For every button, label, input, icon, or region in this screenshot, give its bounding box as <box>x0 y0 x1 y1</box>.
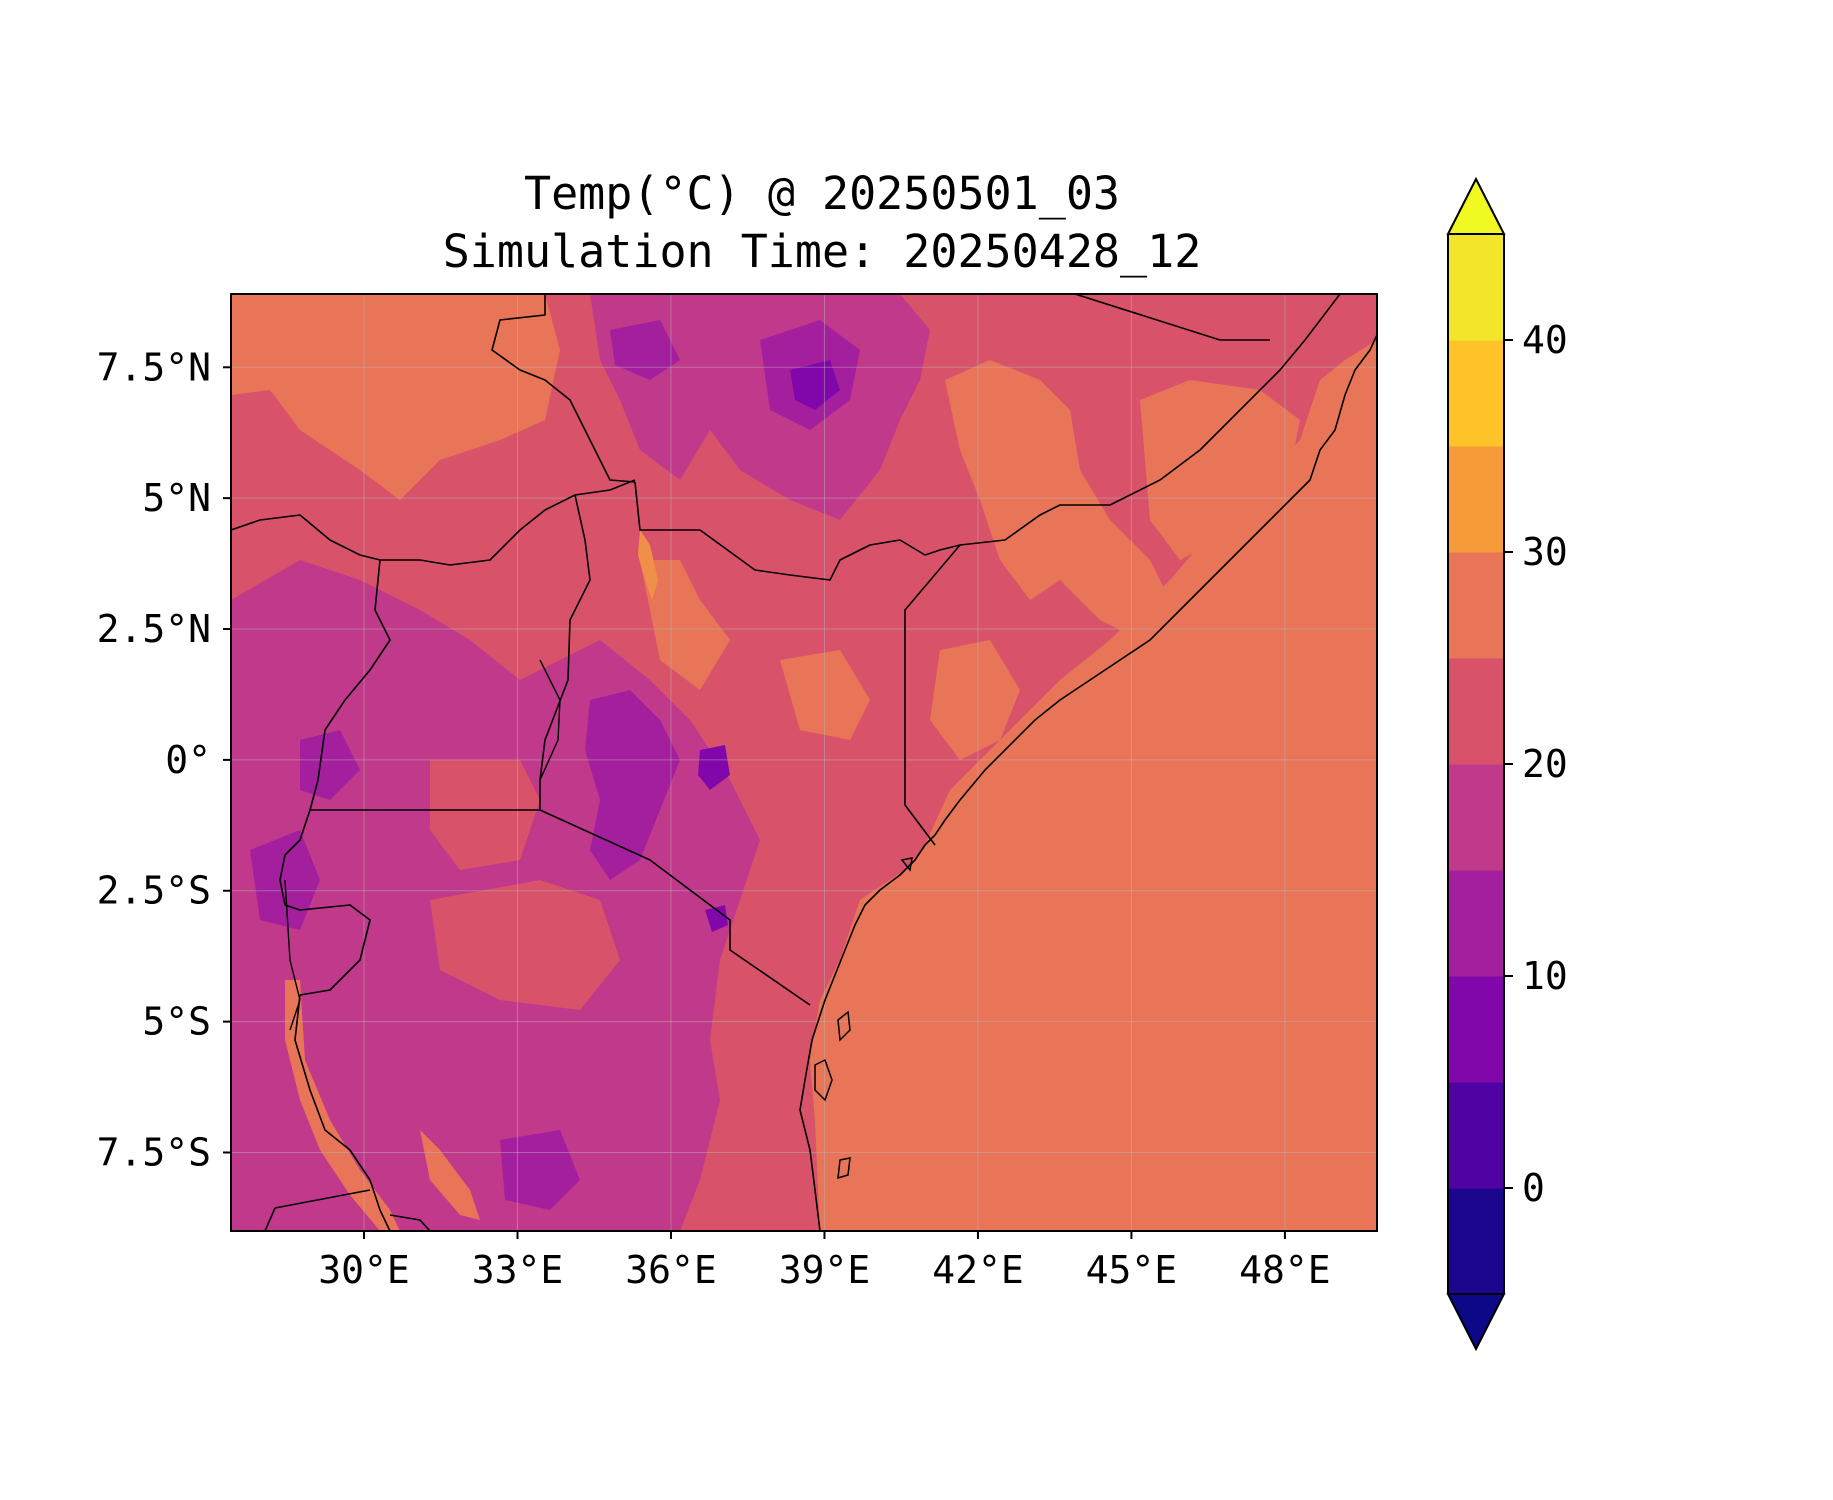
y-axis: 7.5°N 5°N 2.5°N 0° 2.5°S 5°S 7.5°S <box>97 345 231 1174</box>
colorbar-segment <box>1448 658 1504 765</box>
x-tick-label: 42°E <box>932 1248 1024 1292</box>
y-tick-label: 2.5°N <box>97 607 211 651</box>
colorbar-tick-label: 30 <box>1522 530 1568 574</box>
temp-zone-southern-highlands <box>500 1130 580 1210</box>
border-kenya-somalia <box>904 544 961 846</box>
temp-zone-tsavo <box>780 650 870 740</box>
border-kenya-uganda <box>539 494 591 810</box>
temp-zone-mt-kenya <box>698 745 730 790</box>
colorbar-tick-label: 10 <box>1522 954 1568 998</box>
colorbar-tick-label: 20 <box>1522 742 1568 786</box>
temp-zone-east-somalia <box>1140 380 1300 560</box>
colorbar-segment <box>1448 1082 1504 1189</box>
lake-victoria-outline <box>539 659 561 781</box>
colorbar-segment <box>1448 870 1504 977</box>
x-tick-label: 30°E <box>318 1248 410 1292</box>
lake-tanganyika-outline <box>284 879 301 1031</box>
island-zanzibar <box>814 1058 833 1102</box>
colorbar-segment <box>1448 1188 1504 1295</box>
border-malawi <box>389 1214 431 1231</box>
temp-zone-ogaden <box>945 360 1170 640</box>
colorbar-extend-over <box>1446 176 1506 235</box>
colorbar: 0 10 20 30 40 <box>1446 176 1568 1352</box>
map-title-line1: Temp(°C) @ 20250501_03 <box>524 167 1120 220</box>
x-tick-label: 48°E <box>1239 1248 1331 1292</box>
colorbar-segment <box>1448 446 1504 553</box>
temperature-map <box>231 294 1377 1231</box>
y-tick-label: 2.5°S <box>97 869 211 913</box>
border-south-sudan-ethiopia <box>491 294 636 483</box>
colorbar-extend-under <box>1446 1293 1506 1352</box>
border-drc-tanzania <box>294 994 391 1231</box>
temp-zone-lake-tanganyika-valley <box>285 980 400 1231</box>
temp-zone-kilimanjaro <box>705 905 728 932</box>
country-borders <box>231 294 1341 1231</box>
border-drc-uganda <box>309 559 391 811</box>
map-gridlines <box>231 294 1377 1231</box>
map-title-line2: Simulation Time: 20250428_12 <box>443 225 1202 278</box>
x-tick-label: 45°E <box>1086 1248 1178 1292</box>
x-tick-label: 33°E <box>472 1248 564 1292</box>
temp-zone-rwenzori <box>300 730 360 800</box>
colorbar-segment <box>1448 340 1504 447</box>
temp-zone-lake-malawi-valley <box>420 1130 480 1220</box>
colorbar-segment <box>1448 764 1504 871</box>
temp-zone-northeast-kenya <box>930 640 1020 760</box>
border-zambia-lower <box>264 1207 276 1231</box>
temp-zone-turkana <box>638 530 658 600</box>
y-tick-label: 7.5°N <box>97 345 211 389</box>
x-tick-label: 39°E <box>779 1248 871 1292</box>
temp-zone-kenya-north <box>640 560 730 690</box>
coastline <box>799 334 1377 1231</box>
border-kenya-ethiopia <box>634 481 961 581</box>
temp-zone-kenya-highlands <box>585 690 680 880</box>
y-tick-label: 0° <box>165 738 211 782</box>
colorbar-segment <box>1448 552 1504 659</box>
border-ethiopia-somalia <box>959 294 1341 546</box>
y-tick-label: 5°S <box>142 1000 211 1044</box>
colorbar-segment <box>1448 976 1504 1083</box>
temp-zone-central-tanzania <box>430 880 620 1010</box>
temp-zone-coastal-plain <box>810 845 940 1231</box>
x-axis: 30°E 33°E 36°E 39°E 42°E 45°E 48°E <box>318 1231 1331 1292</box>
x-tick-label: 36°E <box>625 1248 717 1292</box>
border-rwanda-burundi <box>279 809 371 996</box>
border-kenya-tanzania <box>539 809 811 1006</box>
temp-zone-lake-victoria-basin <box>430 760 540 870</box>
temp-zone-ethiopia-north-peak <box>610 320 680 380</box>
colorbar-tick-label: 0 <box>1522 1166 1545 1210</box>
colorbar-segment <box>1448 234 1504 341</box>
border-zambia-tanzania <box>274 1189 371 1209</box>
temp-zone-ethiopia-core <box>790 360 840 410</box>
map-frame <box>230 293 1378 1232</box>
island-mafia <box>837 1157 851 1180</box>
colorbar-tick-label: 40 <box>1522 318 1568 362</box>
border-ethiopia-somaliland <box>1074 294 1270 341</box>
y-tick-label: 5°N <box>142 476 211 520</box>
island-pemba <box>837 1010 851 1042</box>
island-lamu <box>900 857 913 872</box>
y-tick-label: 7.5°S <box>97 1130 211 1174</box>
border-south-sudan-uganda <box>231 479 636 566</box>
